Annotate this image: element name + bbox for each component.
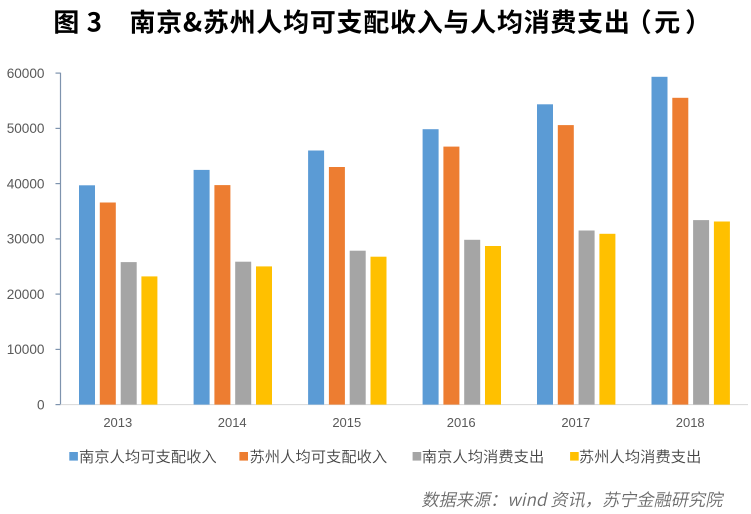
svg-text:2013: 2013 xyxy=(103,415,132,430)
svg-text:2014: 2014 xyxy=(218,415,247,430)
svg-text:20000: 20000 xyxy=(7,287,45,302)
svg-text:60000: 60000 xyxy=(7,66,45,81)
svg-text:2018: 2018 xyxy=(676,415,705,430)
svg-text:2016: 2016 xyxy=(447,415,476,430)
svg-text:10000: 10000 xyxy=(7,342,45,357)
svg-text:0: 0 xyxy=(37,397,45,412)
svg-text:2015: 2015 xyxy=(332,415,361,430)
svg-text:50000: 50000 xyxy=(7,121,45,136)
svg-text:2017: 2017 xyxy=(561,415,590,430)
svg-text:30000: 30000 xyxy=(7,232,45,247)
svg-text:40000: 40000 xyxy=(7,176,45,191)
